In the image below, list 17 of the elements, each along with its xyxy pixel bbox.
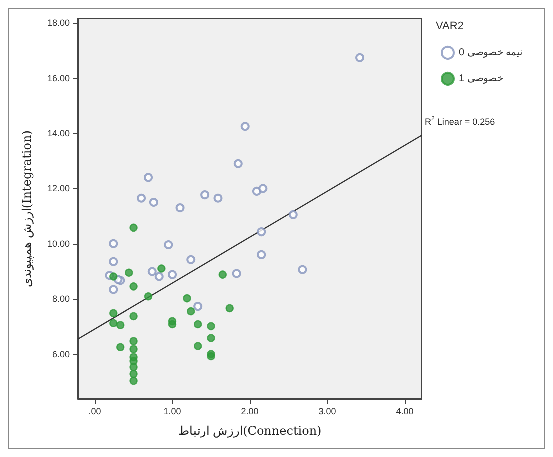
x-tick-label: 3.00 xyxy=(318,406,336,416)
legend-label: 1 خصوصی xyxy=(459,74,504,84)
x-tick-label: 4.00 xyxy=(396,406,414,416)
y-tick-label: 12.00 xyxy=(47,184,70,194)
legend-title: VAR2 xyxy=(436,20,464,32)
y-tick-label: 18.00 xyxy=(47,18,70,28)
y-axis-title: ارزش همپیوندی(Integration) xyxy=(20,130,34,288)
x-tick-label: 1.00 xyxy=(164,406,182,416)
legend-label: 0 نیمه خصوصی xyxy=(459,48,524,58)
x-tick-label: 2.00 xyxy=(241,406,259,416)
x-axis-title: ارزش ارتباط(Connection) xyxy=(178,424,322,438)
y-tick-label: 10.00 xyxy=(47,238,70,249)
x-tick-label: .00 xyxy=(88,406,102,416)
y-tick-label: 6.00 xyxy=(52,349,70,360)
y-tick-label: 14.00 xyxy=(47,128,70,139)
y-tick-label: 8.00 xyxy=(52,294,70,304)
y-tick-label: 16.00 xyxy=(47,73,70,84)
